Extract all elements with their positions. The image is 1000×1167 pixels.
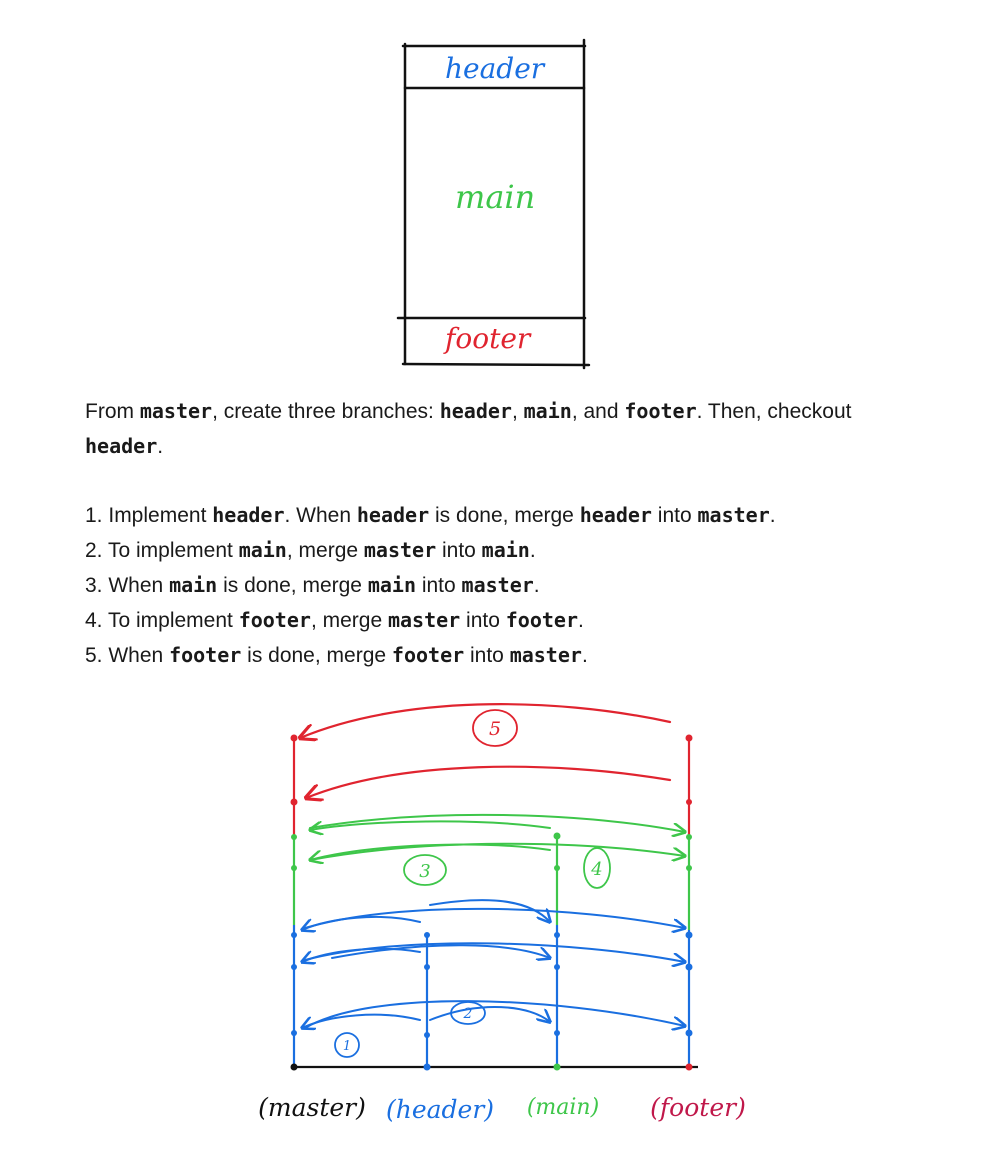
step-number: 4. (85, 609, 108, 632)
branch-name: master (363, 538, 437, 562)
branch-name: footer (505, 608, 578, 632)
step-number: 2. (85, 539, 108, 562)
step-text: into (460, 609, 506, 632)
branch-name: header (85, 434, 158, 458)
step-marker-3: 3 (403, 854, 447, 886)
step-text: into (436, 539, 482, 562)
intro-text: . (157, 435, 164, 458)
intro-text: From (85, 400, 140, 423)
step-marker-4: 4 (583, 847, 611, 889)
step-text: . (578, 609, 584, 632)
step-text: . (533, 574, 540, 597)
branch-label-master: (master) (258, 1093, 366, 1122)
branch-name: master (509, 643, 582, 667)
branch-name: footer (169, 643, 242, 667)
step-text: . (529, 539, 536, 562)
branch-name: main (481, 538, 530, 562)
branch-name: master (387, 608, 461, 632)
branch-name: footer (391, 643, 465, 667)
step-text: To implement (107, 539, 239, 562)
intro-text: , (511, 400, 524, 423)
sketch-header-label: header (445, 52, 546, 85)
step-marker-label: 3 (419, 861, 430, 882)
branch-label-footer: (footer) (650, 1093, 746, 1122)
step-text: is done, merge (429, 504, 580, 527)
intro-paragraph: From master, create three branches: head… (85, 394, 955, 464)
intro-text: , and (571, 400, 625, 423)
branch-name: header (439, 399, 512, 423)
instructions: From master, create three branches: head… (85, 394, 955, 673)
steps-list: 1. Implement header. When header is done… (85, 498, 955, 673)
sketch-footer-label: footer (443, 322, 532, 355)
step-marker-label: 2 (463, 1006, 473, 1022)
branch-label-header: (header) (386, 1095, 494, 1124)
branch-name: master (461, 573, 534, 597)
step-item: 4. To implement footer, merge master int… (85, 603, 955, 638)
intro-text: . Then, checkout (696, 400, 852, 423)
branch-name: main (169, 573, 218, 597)
step-marker-label: 5 (489, 718, 501, 740)
branch-name: main (523, 399, 572, 423)
step-marker-2: 2 (450, 1001, 486, 1025)
step-text: is done, merge (217, 574, 368, 597)
step-item: 3. When main is done, merge main into ma… (85, 568, 955, 603)
step-text: To implement (107, 609, 239, 632)
step-number: 5. (85, 644, 109, 667)
step-number: 3. (85, 574, 109, 597)
blue-merge-arrows (302, 899, 685, 1028)
step-marker-label: 1 (343, 1039, 351, 1054)
step-marker-5: 5 (472, 709, 518, 747)
branch-name: master (697, 503, 770, 527)
step-item: 1. Implement header. When header is done… (85, 498, 955, 533)
step-item: 2. To implement main, merge master into … (85, 533, 955, 568)
step-number: 1. (85, 504, 109, 527)
commit-dots (290, 734, 693, 1071)
step-item: 5. When footer is done, merge footer int… (85, 638, 955, 673)
branch-name: header (356, 503, 430, 527)
step-text: , merge (310, 609, 388, 632)
step-text: into (464, 644, 510, 667)
step-text: , merge (286, 539, 364, 562)
green-merge-arrows (310, 813, 685, 860)
red-merge-arrows (300, 703, 672, 798)
branch-name: footer (238, 608, 311, 632)
branch-name: footer (624, 399, 697, 423)
step-text: . When (284, 504, 357, 527)
page-layout-sketch: header main footer (395, 38, 595, 372)
branch-name: main (238, 538, 287, 562)
step-marker-1: 1 (334, 1032, 360, 1058)
branch-name: header (579, 503, 652, 527)
step-marker-label: 4 (590, 859, 602, 880)
intro-text: , create three branches: (212, 400, 440, 423)
branch-merge-diagram: 1 2 3 4 5 (master) (header) (main) (foot… (250, 690, 750, 1150)
step-text: When (108, 574, 170, 597)
step-text: When (108, 644, 170, 667)
sketch-main-label: main (455, 178, 535, 216)
branch-name: master (139, 399, 213, 423)
branch-label-main: (main) (527, 1095, 599, 1120)
step-text: into (416, 574, 462, 597)
step-text: Implement (108, 504, 213, 527)
branch-name: header (212, 503, 285, 527)
step-text: . (769, 504, 776, 527)
step-text: into (651, 504, 698, 527)
step-text: . (581, 644, 588, 667)
branch-name: main (367, 573, 416, 597)
step-text: is done, merge (241, 644, 392, 667)
